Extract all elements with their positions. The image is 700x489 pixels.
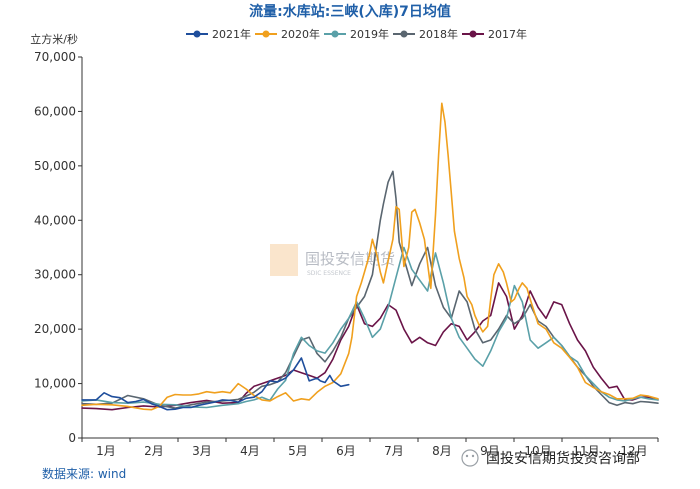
legend: 2021年 2020年 2019年 2018年 2017年 xyxy=(186,27,527,41)
watermark-text: 国投安信期货 xyxy=(305,250,395,268)
legend-marker xyxy=(331,30,339,38)
legend-marker xyxy=(193,30,201,38)
legend-label: 2021年 xyxy=(212,27,251,41)
legend-label: 2018年 xyxy=(419,27,458,41)
x-tick-label: 4月 xyxy=(240,444,260,458)
y-axis-label: 立方米/秒 xyxy=(30,32,78,46)
wechat-icon xyxy=(461,449,479,467)
brand-name: 国投安信期货投资咨询部 xyxy=(486,450,640,467)
x-tick-label: 3月 xyxy=(192,444,212,458)
x-axis-ticks: 1月 2月 3月 4月 5月 6月 7月 8月 9月 10月 11月 12月 xyxy=(81,438,659,458)
series-line-2018年 xyxy=(81,170,659,409)
legend-label: 2020年 xyxy=(281,27,320,41)
x-tick-label: 8月 xyxy=(432,444,452,458)
legend-marker xyxy=(262,30,270,38)
x-tick-label: 9月 xyxy=(480,444,500,458)
series-line-2021年 xyxy=(81,357,350,411)
chart-title: 流量:水库站:三峡(入库)7日均值 xyxy=(249,3,451,20)
wechat-icon-eye-left xyxy=(465,454,469,458)
x-tick-label: 1月 xyxy=(96,444,116,458)
watermark-text-en: SDIC ESSENCE xyxy=(307,270,351,277)
brand-badge: 国投安信期货投资咨询部 xyxy=(461,449,640,467)
legend-marker xyxy=(400,30,408,38)
legend-label: 2019年 xyxy=(350,27,389,41)
x-tick-label: 5月 xyxy=(288,444,308,458)
y-axis-ticks: 0 10,000 20,000 30,000 40,000 50,000 60,000 70,… xyxy=(34,50,82,445)
x-tick-label: 7月 xyxy=(384,444,404,458)
series-lines xyxy=(81,102,659,411)
legend-marker xyxy=(469,30,477,38)
x-tick-label: 2月 xyxy=(144,444,164,458)
series-line-2017年 xyxy=(81,282,659,411)
y-tick-label: 70,000 xyxy=(34,50,76,64)
watermark: 国投安信期货 SDIC ESSENCE xyxy=(270,244,395,277)
x-tick-label: 10月 xyxy=(524,444,551,458)
y-tick-label: 60,000 xyxy=(34,104,76,118)
x-tick-label: 12月 xyxy=(620,444,647,458)
x-tick-label: 6月 xyxy=(336,444,356,458)
y-tick-label: 50,000 xyxy=(34,159,76,173)
watermark-logo-icon xyxy=(270,244,298,276)
wechat-icon-eye-right xyxy=(471,454,475,458)
y-tick-label: 0 xyxy=(68,431,76,445)
legend-label: 2017年 xyxy=(488,27,527,41)
x-tick-label: 11月 xyxy=(572,444,599,458)
series-line-2019年 xyxy=(81,246,659,409)
y-tick-label: 30,000 xyxy=(34,268,76,282)
y-tick-label: 40,000 xyxy=(34,213,76,227)
data-source: 数据来源: wind xyxy=(42,466,126,481)
y-tick-label: 20,000 xyxy=(34,322,76,336)
series-line-2020年 xyxy=(81,102,659,411)
y-tick-label: 10,000 xyxy=(34,377,76,391)
